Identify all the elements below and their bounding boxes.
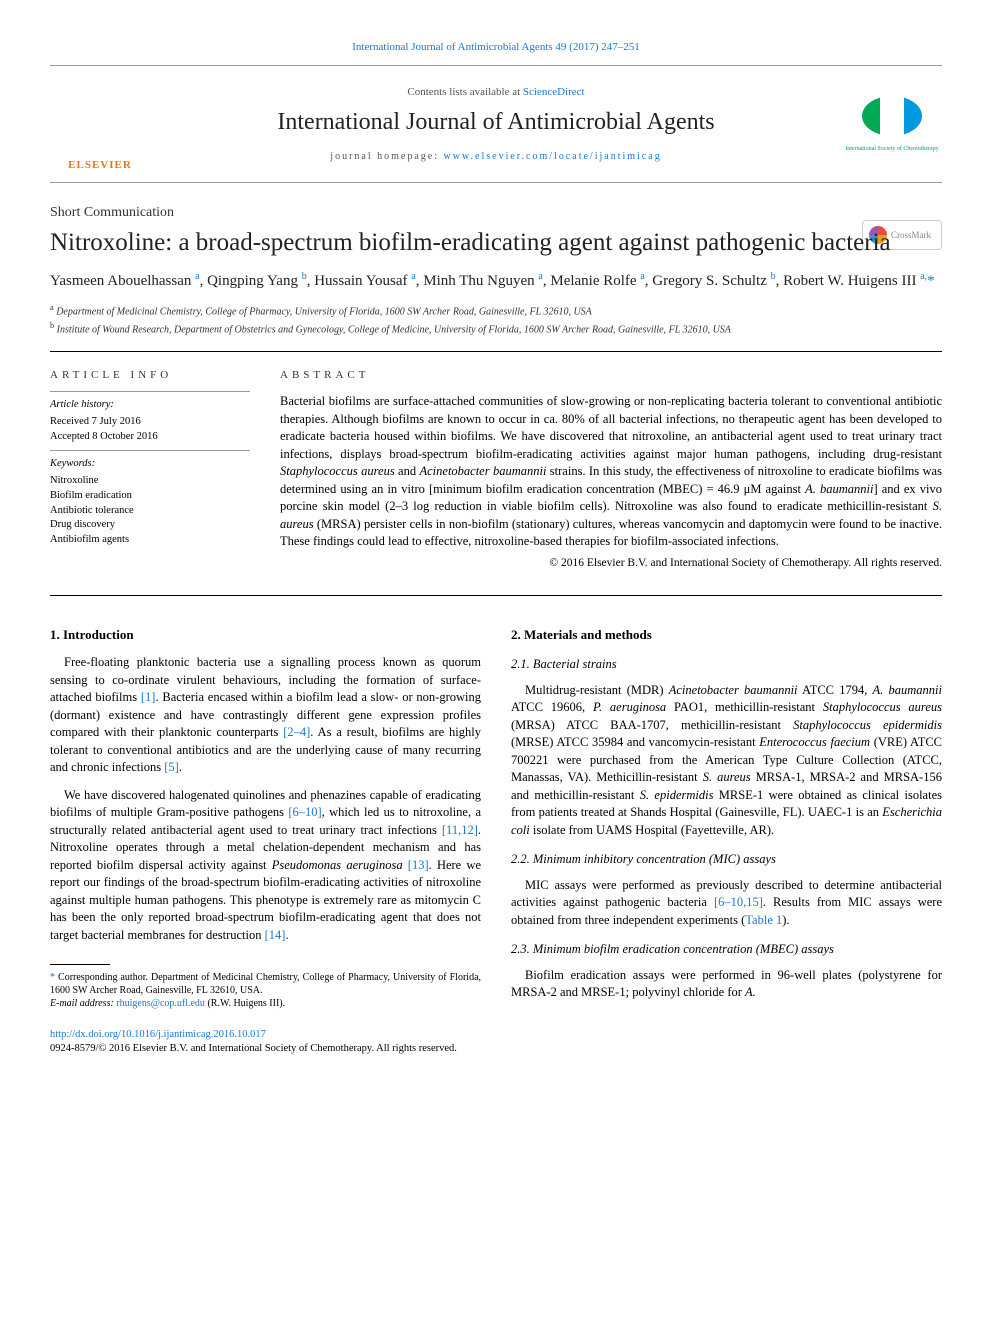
- article-info-header: ARTICLE INFO: [50, 368, 250, 383]
- crossmark-label: CrossMark: [891, 229, 931, 242]
- left-column: 1. Introduction Free-floating planktonic…: [50, 612, 481, 1012]
- journal-name: International Journal of Antimicrobial A…: [150, 106, 842, 140]
- running-header-link[interactable]: International Journal of Antimicrobial A…: [352, 41, 639, 53]
- masthead: ELSEVIER Contents lists available at Sci…: [50, 65, 942, 182]
- contents-lists-line: Contents lists available at ScienceDirec…: [150, 85, 842, 100]
- keyword: Antibiofilm agents: [50, 533, 250, 548]
- right-column: 2. Materials and methods 2.1. Bacterial …: [511, 612, 942, 1012]
- intro-para-2: We have discovered halogenated quinoline…: [50, 787, 481, 945]
- footnote-separator: [50, 964, 110, 965]
- section-2-heading: 2. Materials and methods: [511, 626, 942, 644]
- contents-lists-prefix: Contents lists available at: [407, 86, 522, 98]
- journal-homepage-link[interactable]: www.elsevier.com/locate/ijantimicag: [444, 151, 662, 162]
- bottom-bar: http://dx.doi.org/10.1016/j.ijantimicag.…: [50, 1028, 942, 1057]
- publisher-label: ELSEVIER: [68, 158, 132, 173]
- sciencedirect-link[interactable]: ScienceDirect: [523, 86, 585, 98]
- intro-para-1: Free-floating planktonic bacteria use a …: [50, 654, 481, 777]
- abstract-text: Bacterial biofilms are surface-attached …: [280, 393, 942, 551]
- affiliation-a: Department of Medicinal Chemistry, Colle…: [56, 307, 592, 318]
- author-list: Yasmeen Abouelhassan a, Qingping Yang b,…: [50, 270, 942, 292]
- article-title: Nitroxoline: a broad-spectrum biofilm-er…: [50, 228, 942, 258]
- abstract-header: ABSTRACT: [280, 368, 942, 383]
- article-type: Short Communication: [50, 203, 942, 223]
- corresponding-author: Corresponding author. Department of Medi…: [50, 972, 481, 996]
- body-two-column: 1. Introduction Free-floating planktonic…: [50, 612, 942, 1012]
- email-name: (R.W. Huigens III).: [207, 998, 285, 1009]
- affiliation-b: Institute of Wound Research, Department …: [57, 324, 731, 335]
- journal-homepage-line: journal homepage: www.elsevier.com/locat…: [150, 150, 842, 164]
- keyword: Biofilm eradication: [50, 489, 250, 504]
- affiliations: a Department of Medicinal Chemistry, Col…: [50, 302, 942, 337]
- subsection-2-3-heading: 2.3. Minimum biofilm eradication concent…: [511, 941, 942, 959]
- mbec-para: Biofilm eradication assays were performe…: [511, 967, 942, 1002]
- keyword: Nitroxoline: [50, 474, 250, 489]
- issn-copyright: 0924-8579/© 2016 Elsevier B.V. and Inter…: [50, 1042, 942, 1057]
- subsection-2-2-heading: 2.2. Minimum inhibitory concentration (M…: [511, 851, 942, 869]
- keyword: Drug discovery: [50, 518, 250, 533]
- divider: [50, 351, 942, 352]
- divider: [50, 595, 942, 596]
- journal-homepage-prefix: journal homepage:: [330, 151, 443, 162]
- running-header: International Journal of Antimicrobial A…: [50, 40, 942, 55]
- accepted-date: Accepted 8 October 2016: [50, 430, 250, 445]
- elsevier-tree-icon: [65, 74, 135, 154]
- keyword: Antibiotic tolerance: [50, 504, 250, 519]
- section-1-heading: 1. Introduction: [50, 626, 481, 644]
- publisher-logo-block: ELSEVIER: [50, 74, 150, 173]
- strains-para: Multidrug-resistant (MDR) Acinetobacter …: [511, 682, 942, 840]
- abstract-column: ABSTRACT Bacterial biofilms are surface-…: [280, 368, 942, 571]
- received-date: Received 7 July 2016: [50, 415, 250, 430]
- footnotes: * Corresponding author. Department of Me…: [50, 971, 481, 1010]
- history-label: Article history:: [50, 398, 250, 413]
- isc-logo-icon: [857, 96, 927, 146]
- email-link[interactable]: rhuigens@cop.ufl.edu: [116, 998, 205, 1009]
- society-label: International Society of Chemotherapy: [842, 146, 942, 153]
- abstract-copyright: © 2016 Elsevier B.V. and International S…: [280, 555, 942, 571]
- email-label: E-mail address:: [50, 998, 114, 1009]
- article-info-sidebar: ARTICLE INFO Article history: Received 7…: [50, 368, 250, 571]
- mic-para: MIC assays were performed as previously …: [511, 877, 942, 930]
- doi-link[interactable]: http://dx.doi.org/10.1016/j.ijantimicag.…: [50, 1029, 266, 1040]
- subsection-2-1-heading: 2.1. Bacterial strains: [511, 656, 942, 674]
- keywords-label: Keywords:: [50, 457, 250, 472]
- society-logo-block: International Society of Chemotherapy: [842, 96, 942, 153]
